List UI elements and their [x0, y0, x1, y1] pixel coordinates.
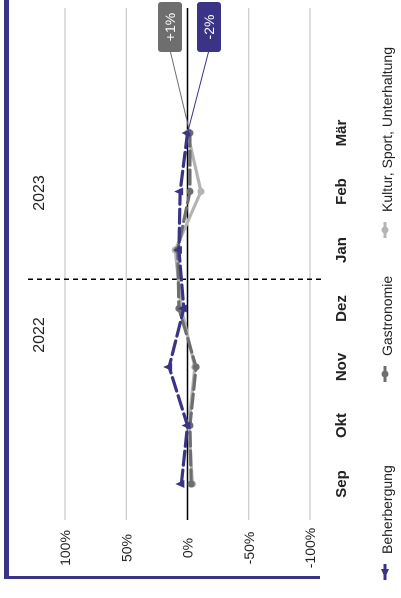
legend-swatch-marker — [381, 370, 389, 378]
legend-swatch-marker — [381, 226, 389, 234]
series-marker — [192, 363, 200, 371]
x-tick-label: Feb — [333, 178, 350, 205]
series-marker — [172, 246, 182, 254]
end-label-connector — [187, 49, 210, 134]
grid-lines — [64, 8, 311, 520]
frame-accent-bar — [4, 0, 9, 578]
x-tick-labels: Sep Okt Nov Dez Jan Feb Mär — [333, 120, 350, 498]
y-tick-label: 0% — [180, 538, 196, 558]
x-tick-label: Mär — [333, 120, 350, 147]
end-label-box — [197, 2, 221, 52]
year-label: 2023 — [31, 175, 48, 211]
y-tick-label: -50% — [241, 532, 257, 565]
legend-label: Kultur, Sport, Unterhaltung — [379, 47, 395, 212]
y-tick-labels: 100% 50% 0% -50% -100% — [57, 528, 318, 568]
x-tick-label: Jan — [333, 237, 350, 263]
x-tick-label: Nov — [333, 352, 350, 381]
legend-label: Beherbergung — [379, 465, 395, 554]
series-marker — [197, 187, 205, 196]
series-marker — [186, 187, 194, 196]
y-tick-label: 50% — [118, 534, 134, 562]
frame-accent-bar-bottom — [4, 576, 320, 579]
series-marker — [181, 421, 191, 430]
end-labels: +1% -2% — [158, 2, 221, 134]
x-tick-label: Dez — [333, 295, 350, 322]
end-label-box — [158, 2, 182, 52]
end-label-connector — [169, 49, 191, 134]
series-marker — [187, 480, 195, 488]
series-marker — [175, 480, 185, 488]
legend-label: Gastronomie — [379, 276, 395, 356]
series-lines — [163, 129, 205, 488]
series-marker — [163, 363, 173, 371]
x-tick-label: Okt — [333, 413, 350, 438]
y-tick-label: -100% — [302, 528, 318, 568]
x-tick-label: Sep — [333, 470, 350, 498]
legend: Beherbergung Gastronomie Kultur, Sport, Un… — [379, 47, 395, 580]
end-label-text: +1% — [162, 13, 178, 41]
series-marker — [177, 304, 187, 313]
end-label-text: -2% — [201, 15, 217, 40]
year-label: 2022 — [31, 317, 48, 353]
y-tick-label: 100% — [57, 530, 73, 566]
legend-swatch-marker — [381, 569, 389, 578]
year-labels: 2022 2023 — [28, 175, 322, 353]
series-marker — [174, 187, 184, 196]
